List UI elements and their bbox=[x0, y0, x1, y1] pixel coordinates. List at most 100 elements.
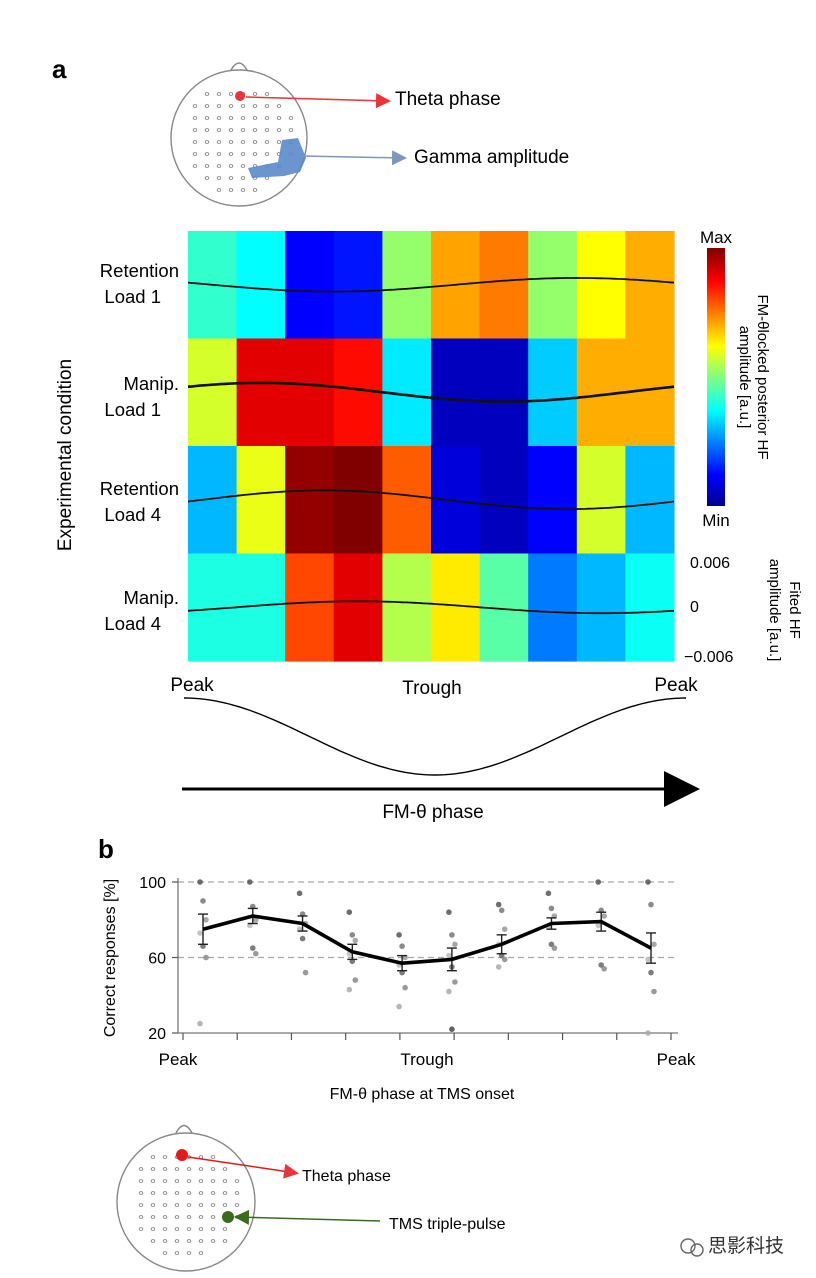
electrode bbox=[198, 1179, 204, 1183]
electrode bbox=[228, 140, 234, 144]
heatmap-cell bbox=[382, 553, 432, 662]
electrode bbox=[162, 1203, 168, 1207]
electrode bbox=[234, 1191, 240, 1195]
subject-point bbox=[548, 941, 555, 948]
heatmap bbox=[188, 231, 675, 662]
electrode bbox=[210, 1191, 216, 1195]
subject-point bbox=[352, 977, 359, 983]
colorbar-min: Min bbox=[702, 511, 729, 530]
electrode bbox=[276, 104, 282, 108]
electrode bbox=[162, 1155, 168, 1159]
electrode bbox=[204, 164, 210, 168]
electrode bbox=[138, 1191, 144, 1195]
subject-point bbox=[352, 937, 359, 944]
phase-label-peak-left: Peak bbox=[170, 675, 214, 696]
x-axis-title-a: FM-θ phase bbox=[382, 802, 483, 823]
electrode bbox=[162, 1215, 168, 1219]
gamma-region bbox=[248, 138, 306, 178]
electrode bbox=[252, 128, 258, 132]
electrode bbox=[186, 1179, 192, 1183]
row-label-3-line1: Retention bbox=[100, 478, 179, 499]
heatmap-cell bbox=[625, 446, 675, 555]
heatmap-cell bbox=[333, 446, 383, 555]
phase-label-trough: Trough bbox=[402, 678, 462, 699]
electrode bbox=[186, 1215, 192, 1219]
tms-label: TMS triple-pulse bbox=[389, 1216, 506, 1233]
subject-point bbox=[645, 956, 651, 963]
electrode bbox=[264, 140, 270, 144]
subject-point bbox=[349, 932, 356, 938]
electrode bbox=[210, 1203, 216, 1207]
electrode bbox=[138, 1167, 144, 1171]
electrode bbox=[150, 1227, 156, 1231]
subject-point bbox=[346, 909, 353, 915]
fit-tick-bottom: −0.006 bbox=[684, 649, 733, 666]
subject-point bbox=[203, 954, 209, 961]
electrode bbox=[192, 128, 198, 132]
electrode bbox=[252, 188, 258, 192]
subject-point bbox=[645, 879, 651, 885]
electrode bbox=[198, 1203, 204, 1207]
y-tick-label: 60 bbox=[148, 951, 166, 968]
electrode bbox=[276, 128, 282, 132]
electrode bbox=[192, 104, 198, 108]
electrode bbox=[186, 1191, 192, 1195]
electrode bbox=[150, 1155, 156, 1159]
heatmap-cell bbox=[479, 231, 529, 340]
heatmap-cell bbox=[479, 338, 529, 447]
heatmap-cell bbox=[382, 231, 432, 340]
electrode bbox=[210, 1227, 216, 1231]
subject-point bbox=[396, 932, 402, 938]
gamma-arrow bbox=[301, 150, 407, 166]
subject-point bbox=[548, 905, 555, 912]
subject-point bbox=[247, 879, 253, 885]
electrode bbox=[138, 1179, 144, 1183]
subject-point bbox=[651, 988, 657, 995]
heatmap-cell bbox=[382, 446, 432, 555]
electrode bbox=[240, 116, 246, 120]
electrode bbox=[234, 1179, 240, 1183]
row-label-2-line2: Load 1 bbox=[104, 399, 161, 420]
electrode bbox=[138, 1203, 144, 1207]
row-labels: Retention Load 1 Manip. Load 1 Retention… bbox=[100, 260, 179, 634]
theta-phase-label-b: Theta phase bbox=[302, 1168, 391, 1185]
tms-marker bbox=[222, 1211, 234, 1223]
electrode bbox=[288, 116, 294, 120]
colorbar-max: Max bbox=[700, 228, 733, 247]
electrode bbox=[186, 1203, 192, 1207]
electrode bbox=[150, 1191, 156, 1195]
electrode bbox=[240, 140, 246, 144]
electrode bbox=[174, 1203, 180, 1207]
electrode bbox=[264, 104, 270, 108]
subject-point bbox=[651, 941, 657, 948]
electrode bbox=[162, 1179, 168, 1183]
electrode bbox=[174, 1167, 180, 1171]
subject-point bbox=[501, 926, 508, 932]
electrode bbox=[204, 92, 210, 96]
heatmap-cell bbox=[236, 553, 286, 662]
b-x-label-peak-left: Peak bbox=[159, 1050, 198, 1069]
electrode bbox=[210, 1215, 216, 1219]
electrode bbox=[186, 1251, 192, 1255]
electrode bbox=[204, 152, 210, 156]
electrode bbox=[228, 188, 234, 192]
subject-point bbox=[645, 1030, 651, 1036]
electrode bbox=[228, 116, 234, 120]
electrode bbox=[198, 1239, 204, 1243]
heatmap-cell bbox=[188, 338, 238, 447]
electrode bbox=[150, 1239, 156, 1243]
electrode bbox=[264, 128, 270, 132]
row-label-1-line1: Retention bbox=[100, 260, 179, 281]
electrode bbox=[204, 104, 210, 108]
tms-arrow bbox=[234, 1209, 381, 1225]
heatmap-cell bbox=[285, 338, 335, 447]
electrode bbox=[174, 1239, 180, 1243]
electrode bbox=[228, 128, 234, 132]
colorbar-title-line1: FM-θlocked posterior HF bbox=[754, 294, 771, 459]
electrode bbox=[174, 1251, 180, 1255]
wechat-icon bbox=[680, 1238, 696, 1254]
subject-point bbox=[253, 950, 259, 957]
panel-b-chart: 20 60 100 bbox=[139, 875, 678, 1043]
heatmap-cell bbox=[479, 446, 529, 555]
row-label-3-line2: Load 4 bbox=[104, 504, 161, 525]
